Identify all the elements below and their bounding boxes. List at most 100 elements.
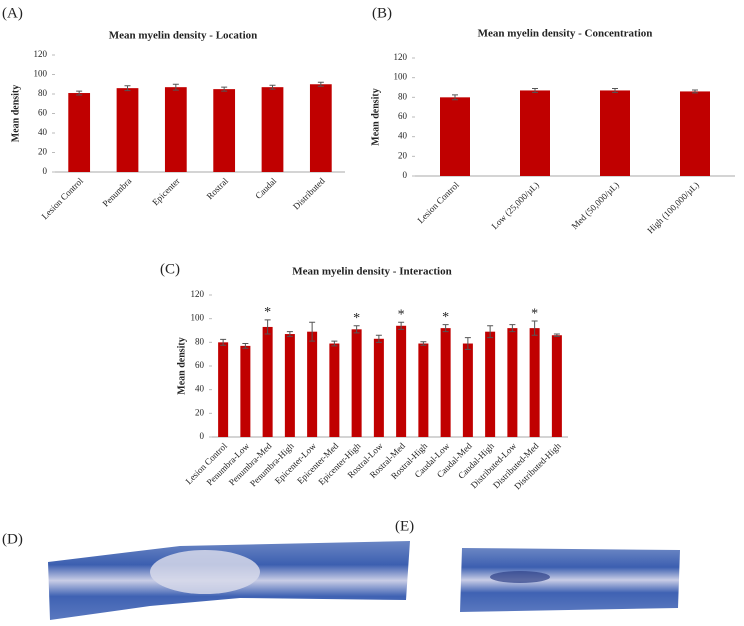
error-bar bbox=[221, 86, 228, 92]
y-tick-label: 120 bbox=[191, 289, 205, 299]
error-bar bbox=[612, 87, 618, 93]
y-tick-label: 20 bbox=[195, 407, 205, 417]
y-tick-label: 0 bbox=[43, 166, 48, 176]
error-bar bbox=[309, 321, 316, 342]
chart-title: Mean myelin density - Concentration bbox=[478, 28, 653, 40]
y-tick-label: 80 bbox=[38, 88, 48, 98]
x-tick-label: High (100,000/µL) bbox=[645, 180, 701, 236]
error-bar bbox=[286, 331, 293, 337]
error-bar bbox=[220, 338, 227, 346]
y-tick-label: 100 bbox=[394, 72, 408, 82]
bar bbox=[68, 93, 91, 172]
error-bar bbox=[375, 334, 382, 343]
chart-title: Mean myelin density - Interaction bbox=[292, 266, 451, 278]
bar bbox=[529, 328, 540, 437]
y-axis-label: Mean density bbox=[370, 88, 381, 146]
panel-label: (B) bbox=[372, 5, 392, 21]
significance-mark: * bbox=[442, 310, 449, 325]
bar bbox=[116, 88, 139, 172]
error-bar bbox=[76, 90, 83, 96]
bar bbox=[218, 342, 229, 437]
lesion-area bbox=[150, 550, 260, 594]
y-tick-label: 80 bbox=[398, 91, 408, 101]
bar bbox=[164, 87, 187, 172]
error-bar bbox=[452, 94, 458, 101]
bar bbox=[507, 328, 518, 437]
bar bbox=[309, 84, 332, 172]
x-tick-label: Lesion Control bbox=[415, 179, 461, 225]
bar bbox=[600, 90, 630, 176]
error-bar bbox=[509, 324, 516, 333]
y-tick-label: 0 bbox=[403, 170, 408, 180]
error-bar bbox=[553, 333, 560, 337]
chart-title: Mean myelin density - Location bbox=[109, 30, 258, 42]
y-tick-label: 40 bbox=[398, 131, 408, 141]
y-tick-label: 60 bbox=[195, 360, 205, 370]
bar bbox=[520, 90, 550, 176]
bar bbox=[262, 326, 273, 437]
y-axis-label: Mean density bbox=[10, 85, 21, 143]
panel-label: (E) bbox=[395, 518, 414, 534]
error-bar bbox=[692, 89, 698, 94]
y-tick-label: 60 bbox=[38, 108, 48, 118]
bar bbox=[396, 325, 407, 437]
panel-label: (C) bbox=[160, 261, 180, 277]
y-tick-label: 120 bbox=[34, 49, 48, 59]
lesion-area bbox=[490, 571, 550, 583]
significance-mark: * bbox=[264, 305, 271, 320]
bar bbox=[440, 97, 470, 176]
y-tick-label: 20 bbox=[38, 147, 48, 157]
bar bbox=[261, 87, 284, 172]
error-bar bbox=[317, 81, 324, 87]
y-tick-label: 120 bbox=[394, 52, 408, 62]
y-tick-label: 60 bbox=[398, 111, 408, 121]
y-tick-label: 0 bbox=[200, 431, 205, 441]
y-axis-label: Mean density bbox=[176, 337, 187, 395]
significance-mark: * bbox=[353, 311, 360, 326]
error-bar bbox=[442, 324, 449, 333]
panel-label: (D) bbox=[2, 531, 23, 547]
significance-mark: * bbox=[531, 306, 538, 321]
bar bbox=[485, 331, 496, 437]
bar bbox=[418, 343, 429, 437]
error-bar bbox=[487, 325, 494, 339]
error-bar bbox=[420, 341, 427, 346]
y-tick-label: 40 bbox=[195, 384, 205, 394]
panel-label: (A) bbox=[2, 5, 23, 21]
y-tick-label: 100 bbox=[191, 313, 205, 323]
x-tick-label: Penumbra bbox=[100, 176, 133, 209]
error-bar bbox=[242, 343, 249, 349]
error-bar bbox=[269, 84, 276, 90]
bar bbox=[329, 343, 340, 437]
error-bar bbox=[464, 337, 471, 350]
x-tick-label: Epicenter bbox=[150, 176, 181, 207]
error-bar bbox=[172, 83, 179, 91]
bar bbox=[351, 329, 362, 437]
bar bbox=[440, 328, 451, 437]
y-tick-label: 20 bbox=[398, 150, 408, 160]
x-tick-label: Lesion Control bbox=[40, 175, 86, 221]
x-tick-label: Distributed bbox=[291, 175, 327, 211]
bar bbox=[373, 338, 384, 437]
error-bar bbox=[331, 340, 338, 347]
error-bar bbox=[264, 319, 271, 335]
error-bar bbox=[532, 87, 538, 93]
significance-mark: * bbox=[398, 307, 405, 322]
tissue-image bbox=[460, 548, 680, 612]
bar bbox=[680, 91, 710, 176]
bar bbox=[462, 343, 473, 437]
bar bbox=[284, 334, 295, 437]
bar bbox=[240, 345, 251, 437]
y-tick-label: 100 bbox=[34, 69, 48, 79]
x-tick-label: Caudal bbox=[253, 175, 278, 200]
error-bar bbox=[353, 325, 360, 334]
bar bbox=[307, 331, 318, 437]
y-tick-label: 40 bbox=[38, 127, 48, 137]
y-tick-label: 80 bbox=[195, 336, 205, 346]
error-bar bbox=[531, 320, 538, 336]
bar bbox=[551, 335, 562, 437]
x-tick-label: Med (50,000/µL) bbox=[569, 180, 620, 231]
x-tick-label: Low (25,000/µL) bbox=[489, 180, 540, 231]
bar bbox=[213, 89, 236, 172]
